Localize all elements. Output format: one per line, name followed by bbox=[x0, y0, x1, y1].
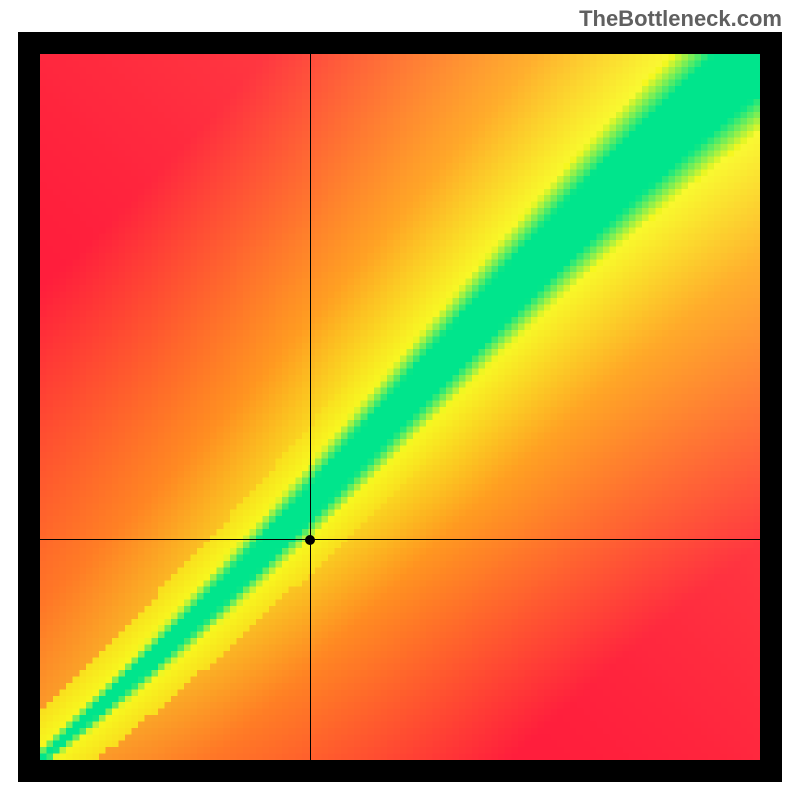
heatmap-canvas bbox=[40, 54, 760, 760]
crosshair-horizontal bbox=[40, 539, 760, 540]
attribution-text: TheBottleneck.com bbox=[579, 6, 782, 32]
crosshair-marker bbox=[305, 535, 315, 545]
crosshair-vertical bbox=[310, 54, 311, 760]
